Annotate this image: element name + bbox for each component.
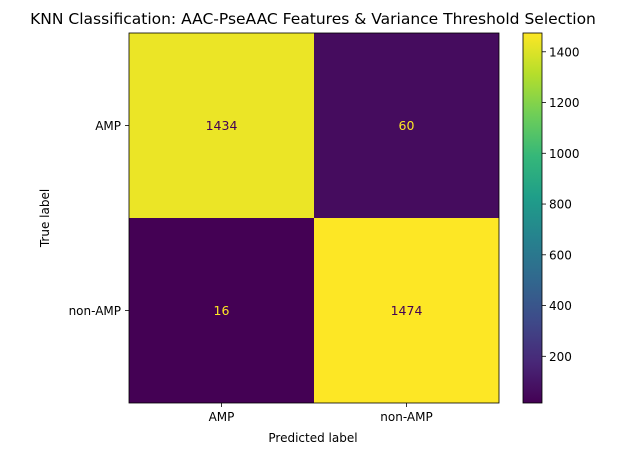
cell-value-label: 1434 (206, 118, 238, 133)
matrix-cell-labels: 1434 60 16 1474 (206, 118, 423, 318)
x-axis-label: Predicted label (268, 431, 357, 445)
cell-value-label: 16 (214, 303, 230, 318)
y-tick-label: AMP (95, 119, 121, 133)
x-tick-label: non-AMP (380, 410, 432, 424)
colorbar-tick-label: 400 (549, 299, 572, 313)
y-tick-label: non-AMP (69, 304, 121, 318)
y-axis-label: True label (38, 189, 52, 248)
colorbar: 200 400 600 800 1000 1200 1400 (522, 32, 580, 404)
matrix-cell (314, 33, 499, 218)
matrix-cell (129, 218, 314, 403)
cell-value-label: 1474 (391, 303, 423, 318)
colorbar-tick-label: 1400 (549, 45, 580, 59)
colorbar-frame (522, 32, 543, 404)
colorbar-tick-label: 600 (549, 248, 572, 262)
colorbar-tick-label: 800 (549, 198, 572, 212)
matrix-axes: AMP non-AMP AMP non-AMP (69, 32, 500, 424)
matrix-cells (129, 33, 499, 403)
plot-frame (128, 32, 500, 404)
matrix-cell (314, 218, 499, 403)
colorbar-gradient (523, 33, 542, 403)
colorbar-tick-label: 1000 (549, 147, 580, 161)
x-tick-label: AMP (209, 410, 235, 424)
matrix-cell (129, 33, 314, 218)
cell-value-label: 60 (399, 118, 415, 133)
colorbar-tick-label: 200 (549, 350, 572, 364)
colorbar-tick-label: 1200 (549, 96, 580, 110)
chart-title: KNN Classification: AAC-PseAAC Features … (30, 10, 596, 28)
